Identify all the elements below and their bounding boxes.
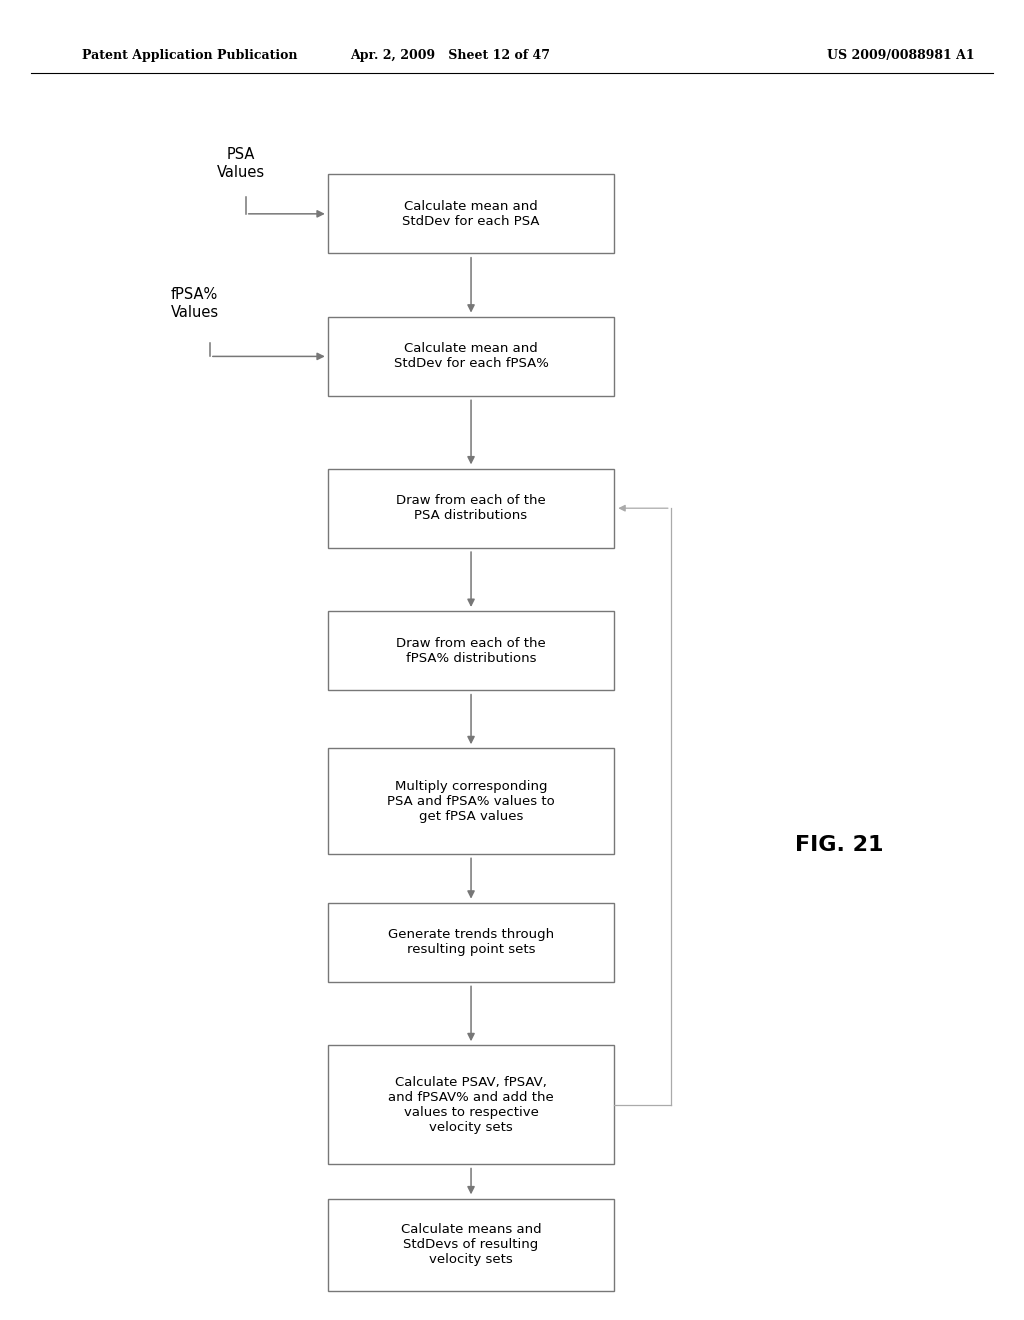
Text: Calculate mean and
StdDev for each PSA: Calculate mean and StdDev for each PSA bbox=[402, 199, 540, 228]
Bar bbox=[328, 611, 614, 690]
Text: Patent Application Publication: Patent Application Publication bbox=[82, 49, 297, 62]
Bar bbox=[328, 903, 614, 982]
Bar bbox=[328, 469, 614, 548]
Text: Draw from each of the
fPSA% distributions: Draw from each of the fPSA% distribution… bbox=[396, 636, 546, 665]
Text: PSA
Values: PSA Values bbox=[217, 148, 264, 180]
Text: Calculate mean and
StdDev for each fPSA%: Calculate mean and StdDev for each fPSA% bbox=[393, 342, 549, 371]
Bar bbox=[328, 1199, 614, 1291]
Text: Calculate PSAV, fPSAV,
and fPSAV% and add the
values to respective
velocity sets: Calculate PSAV, fPSAV, and fPSAV% and ad… bbox=[388, 1076, 554, 1134]
Text: Generate trends through
resulting point sets: Generate trends through resulting point … bbox=[388, 928, 554, 957]
Bar bbox=[328, 1045, 614, 1164]
Bar bbox=[328, 317, 614, 396]
Text: Apr. 2, 2009   Sheet 12 of 47: Apr. 2, 2009 Sheet 12 of 47 bbox=[350, 49, 551, 62]
Text: Calculate means and
StdDevs of resulting
velocity sets: Calculate means and StdDevs of resulting… bbox=[400, 1224, 542, 1266]
Bar bbox=[328, 174, 614, 253]
Bar bbox=[328, 748, 614, 854]
Text: US 2009/0088981 A1: US 2009/0088981 A1 bbox=[827, 49, 975, 62]
Text: fPSA%
Values: fPSA% Values bbox=[171, 288, 218, 319]
Text: Draw from each of the
PSA distributions: Draw from each of the PSA distributions bbox=[396, 494, 546, 523]
Text: FIG. 21: FIG. 21 bbox=[796, 834, 884, 855]
Text: Multiply corresponding
PSA and fPSA% values to
get fPSA values: Multiply corresponding PSA and fPSA% val… bbox=[387, 780, 555, 822]
